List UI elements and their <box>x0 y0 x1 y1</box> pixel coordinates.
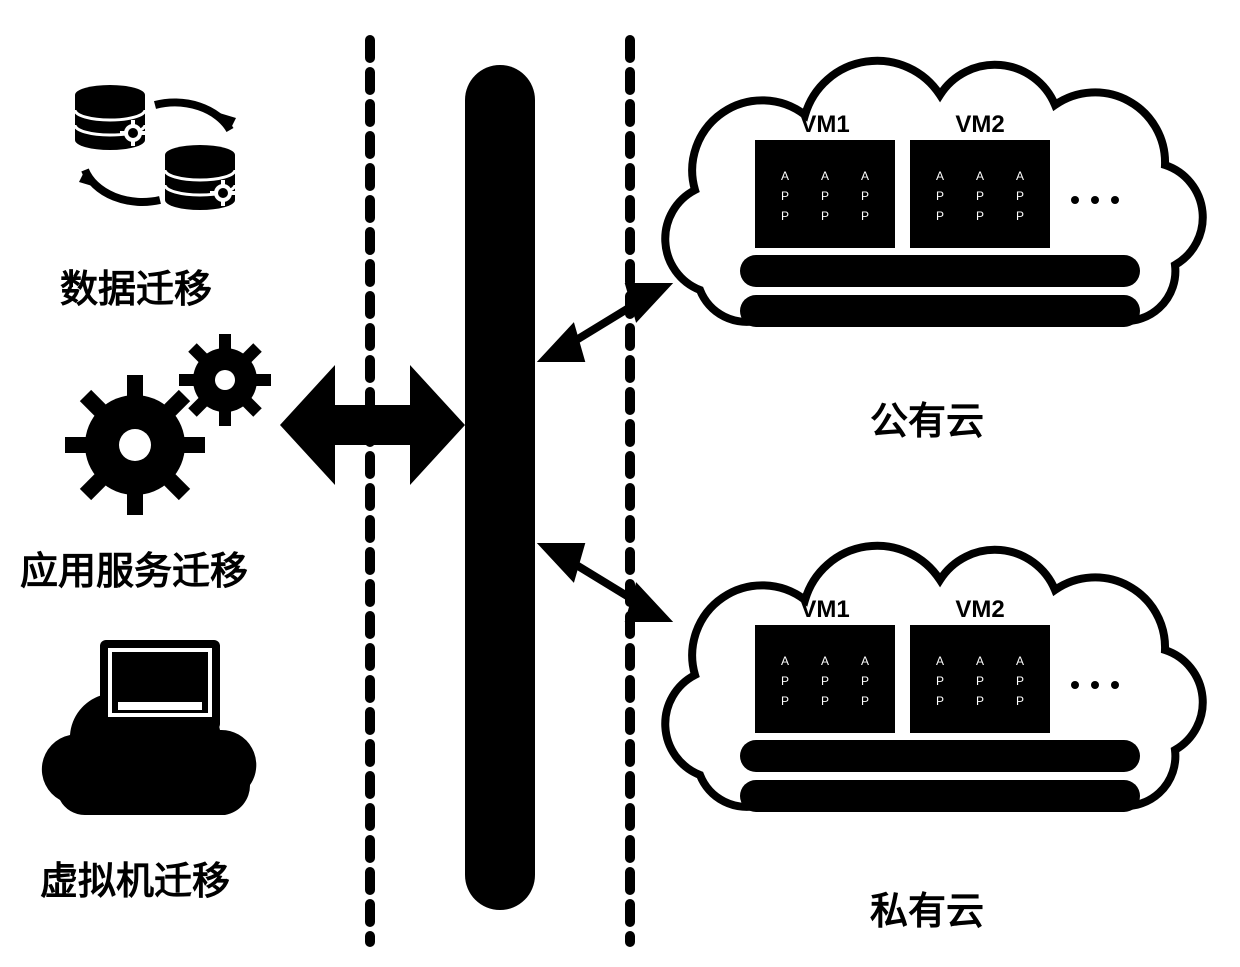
public-cloud-label: 公有云 <box>870 390 984 445</box>
svg-text:P: P <box>976 189 984 203</box>
svg-text:P: P <box>861 209 869 223</box>
svg-text:A: A <box>976 169 984 183</box>
svg-text:A: A <box>861 169 869 183</box>
svg-text:VM2: VM2 <box>955 596 1004 623</box>
svg-text:P: P <box>821 209 829 223</box>
svg-text:P: P <box>936 189 944 203</box>
svg-text:P: P <box>861 674 869 688</box>
diagram-canvas: VM1 A A A P P P P P P VM2 A A A P P P P … <box>0 0 1240 967</box>
svg-text:A: A <box>781 169 789 183</box>
app-service-migration-icon <box>36 315 290 544</box>
svg-text:P: P <box>936 674 944 688</box>
svg-text:A: A <box>861 654 869 668</box>
svg-text:P: P <box>976 209 984 223</box>
app-service-migration-label: 应用服务迁移 <box>20 540 248 595</box>
svg-text:A: A <box>821 654 829 668</box>
connector-arrow-public <box>546 287 664 358</box>
central-pillar <box>465 65 535 910</box>
bidirectional-arrow-main <box>280 365 465 485</box>
svg-text:P: P <box>861 694 869 708</box>
svg-text:P: P <box>1016 694 1024 708</box>
private-cloud: VM1 A A A P P P P P P VM2 A A A P P P P … <box>665 546 1203 812</box>
svg-text:P: P <box>1016 189 1024 203</box>
svg-text:A: A <box>936 169 944 183</box>
svg-text:A: A <box>781 654 789 668</box>
svg-text:VM1: VM1 <box>800 596 849 623</box>
private-cloud-label: 私有云 <box>870 880 984 935</box>
svg-text:VM2: VM2 <box>955 111 1004 138</box>
svg-text:P: P <box>976 674 984 688</box>
svg-text:P: P <box>821 674 829 688</box>
svg-text:P: P <box>936 694 944 708</box>
public-cloud: VM1 A A A P P P P P P VM2 A A A P P P P … <box>665 61 1203 327</box>
svg-text:A: A <box>1016 654 1024 668</box>
connector-arrow-private <box>546 547 664 618</box>
svg-text:A: A <box>936 654 944 668</box>
svg-text:P: P <box>781 209 789 223</box>
data-migration-icon <box>75 85 236 210</box>
svg-text:A: A <box>821 169 829 183</box>
svg-text:P: P <box>976 694 984 708</box>
svg-text:P: P <box>861 189 869 203</box>
svg-text:P: P <box>1016 674 1024 688</box>
vm-migration-label: 虚拟机迁移 <box>40 850 230 905</box>
svg-text:P: P <box>821 189 829 203</box>
svg-text:A: A <box>976 654 984 668</box>
svg-text:A: A <box>1016 169 1024 183</box>
svg-text:P: P <box>781 674 789 688</box>
svg-text:P: P <box>781 189 789 203</box>
svg-text:P: P <box>936 209 944 223</box>
svg-text:P: P <box>1016 209 1024 223</box>
svg-text:P: P <box>821 694 829 708</box>
svg-text:VM1: VM1 <box>800 111 849 138</box>
vm-migration-icon <box>42 640 256 815</box>
svg-text:P: P <box>781 694 789 708</box>
data-migration-label: 数据迁移 <box>60 258 212 313</box>
